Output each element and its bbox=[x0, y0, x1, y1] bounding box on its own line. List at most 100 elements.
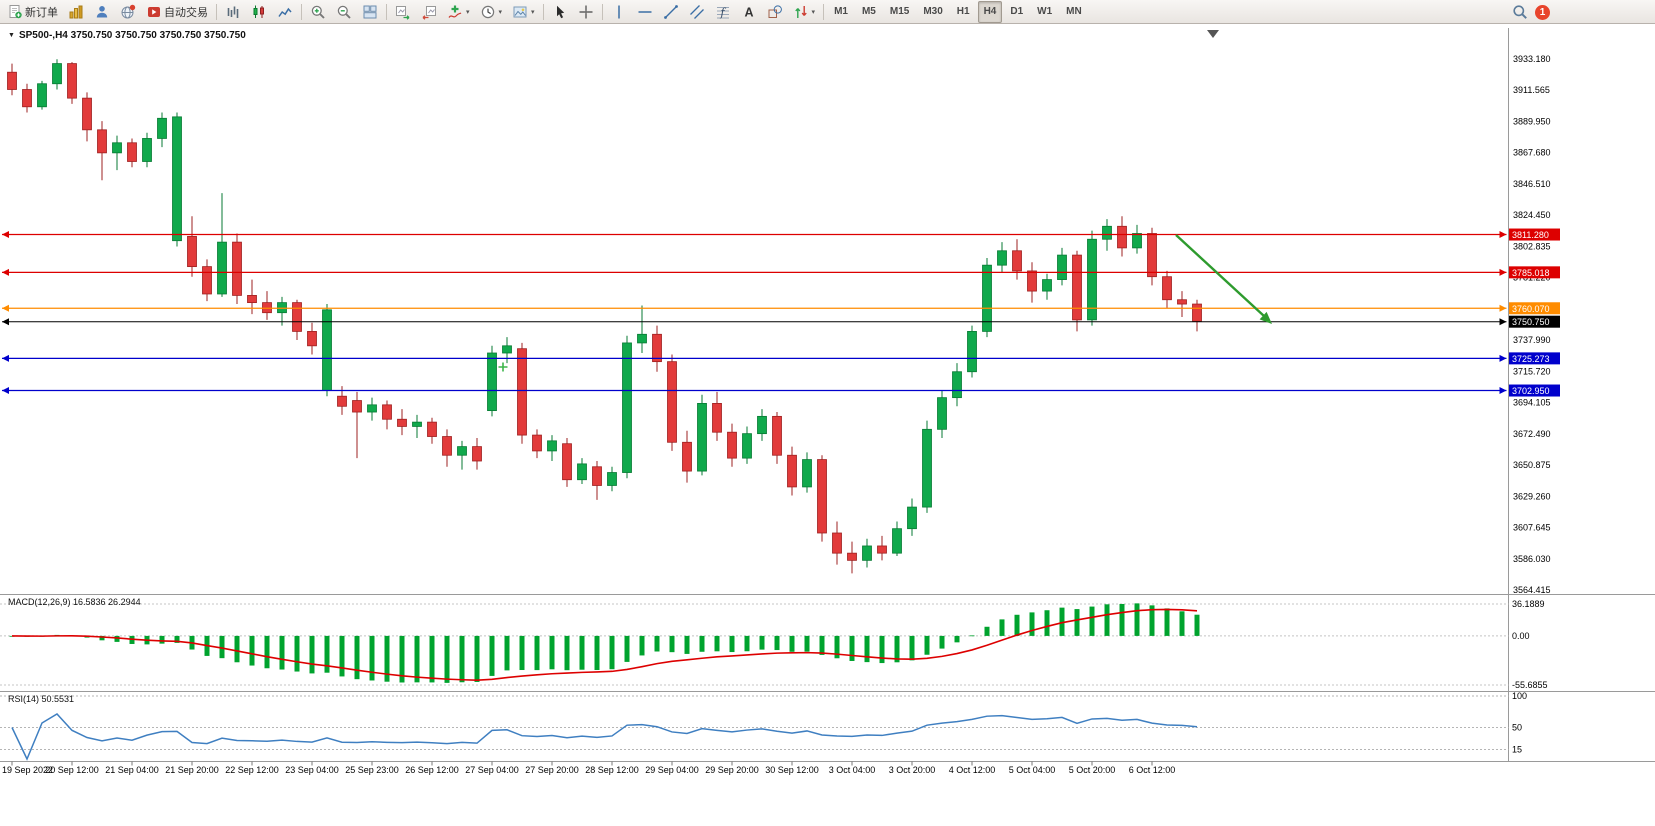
auto-scroll-button[interactable] bbox=[391, 1, 415, 23]
toolbar: 新订单 自动交易 ▾ ▾ ▾ f A ▾ M1 M5 M15 M30 H1 H4 D1 W1 MN bbox=[0, 0, 1655, 24]
time-label: 30 Sep 12:00 bbox=[765, 765, 819, 775]
candle bbox=[112, 142, 122, 154]
bar-chart-button[interactable] bbox=[221, 1, 245, 23]
chevron-down-icon: ▾ bbox=[466, 8, 470, 16]
notification-badge[interactable]: 1 bbox=[1535, 4, 1550, 20]
candle-chart-button[interactable] bbox=[247, 1, 271, 23]
candle bbox=[412, 421, 422, 427]
time-label: 19 Sep 2022 bbox=[2, 765, 53, 775]
cursor-icon bbox=[552, 4, 568, 20]
tiles-icon bbox=[362, 4, 378, 20]
price-tag-label: 3750.750 bbox=[1512, 317, 1550, 327]
arrows-button[interactable]: ▾ bbox=[789, 1, 820, 23]
vline-icon bbox=[611, 4, 627, 20]
zoom-out-button[interactable] bbox=[332, 1, 356, 23]
hline-3702.950[interactable]: 3702.950 bbox=[2, 384, 1560, 397]
channel-icon bbox=[689, 4, 705, 20]
timeframe-h1[interactable]: H1 bbox=[951, 1, 976, 23]
hline-3785.018[interactable]: 3785.018 bbox=[2, 266, 1560, 279]
periods-button[interactable]: ▾ bbox=[476, 1, 507, 23]
text-tool-button[interactable]: A bbox=[737, 1, 761, 23]
timeframe-m5[interactable]: M5 bbox=[856, 1, 882, 23]
candle bbox=[397, 418, 407, 427]
candle bbox=[727, 431, 737, 459]
tile-windows-button[interactable] bbox=[358, 1, 382, 23]
line-right-arrow-icon bbox=[1499, 231, 1507, 239]
hline-button[interactable] bbox=[633, 1, 657, 23]
chart-shift-marker[interactable] bbox=[1207, 30, 1219, 38]
svg-text:3586.030: 3586.030 bbox=[1513, 554, 1551, 564]
chevron-down-icon: ▾ bbox=[498, 8, 503, 16]
candle bbox=[517, 348, 527, 436]
line-right-arrow-icon bbox=[1499, 318, 1507, 326]
time-label: 25 Sep 23:00 bbox=[345, 765, 399, 775]
timeframe-w1[interactable]: W1 bbox=[1031, 1, 1058, 23]
rsi-axis: 100 50 15 bbox=[1512, 691, 1527, 755]
timeframe-mn[interactable]: MN bbox=[1060, 1, 1088, 23]
time-label: 5 Oct 04:00 bbox=[1009, 765, 1056, 775]
trend-arrow[interactable] bbox=[1175, 234, 1272, 324]
candle bbox=[382, 404, 392, 420]
price-tag bbox=[1509, 384, 1560, 397]
candle bbox=[22, 89, 32, 108]
profile-button[interactable] bbox=[90, 1, 114, 23]
price-tag-label: 3785.018 bbox=[1512, 268, 1550, 278]
macd-axis: 36.1889 0.00 -55.6855 bbox=[1512, 599, 1548, 690]
chevron-down-icon: ▾ bbox=[531, 8, 535, 16]
fibo-icon: f bbox=[715, 4, 731, 20]
doc-plus-icon bbox=[7, 4, 23, 20]
timeframe-m30[interactable]: M30 bbox=[917, 1, 948, 23]
charts-button[interactable] bbox=[64, 1, 88, 23]
zoom-in-icon bbox=[310, 4, 326, 20]
autotrading-button[interactable]: 自动交易 bbox=[142, 1, 212, 23]
time-label: 23 Sep 04:00 bbox=[285, 765, 339, 775]
line-chart-button[interactable] bbox=[273, 1, 297, 23]
candle bbox=[37, 83, 47, 108]
svg-text:A: A bbox=[744, 5, 753, 19]
macd-histogram bbox=[9, 603, 1200, 683]
hline-3811.280[interactable]: 3811.280 bbox=[2, 228, 1560, 241]
community-button[interactable] bbox=[116, 1, 140, 23]
channel-button[interactable] bbox=[685, 1, 709, 23]
candle bbox=[52, 63, 62, 85]
time-label: 21 Sep 20:00 bbox=[165, 765, 219, 775]
toolbar-separator bbox=[216, 3, 217, 20]
cursor-button[interactable] bbox=[548, 1, 572, 23]
indicators-button[interactable]: ▾ bbox=[443, 1, 474, 23]
line-left-arrow-icon bbox=[2, 354, 9, 362]
trendline-button[interactable] bbox=[659, 1, 683, 23]
candle bbox=[697, 403, 707, 472]
new-order-button[interactable]: 新订单 bbox=[3, 1, 62, 23]
button-label: D1 bbox=[1010, 6, 1024, 17]
timeframe-m15[interactable]: M15 bbox=[884, 1, 915, 23]
plus-marker-icon bbox=[498, 362, 508, 372]
templates-button[interactable]: ▾ bbox=[508, 1, 539, 23]
candle bbox=[667, 361, 677, 443]
svg-text:3737.990: 3737.990 bbox=[1513, 335, 1551, 345]
hline-icon bbox=[637, 4, 653, 20]
svg-text:3911.565: 3911.565 bbox=[1513, 85, 1550, 95]
price-tag bbox=[1509, 302, 1560, 315]
search-icon[interactable] bbox=[1512, 4, 1528, 20]
candle bbox=[1072, 254, 1082, 321]
autoscroll-icon bbox=[395, 4, 411, 20]
fibonacci-button[interactable]: f bbox=[711, 1, 735, 23]
crosshair-button[interactable] bbox=[574, 1, 598, 23]
current-price-3750.750[interactable]: 3750.750 bbox=[2, 315, 1560, 328]
zoom-in-button[interactable] bbox=[306, 1, 330, 23]
chart-dropdown-icon[interactable]: ▼ bbox=[8, 32, 15, 39]
timeframe-h4[interactable]: H4 bbox=[977, 0, 1003, 23]
timeframe-m1[interactable]: M1 bbox=[828, 1, 854, 23]
candle bbox=[1012, 250, 1022, 272]
line-left-arrow-icon bbox=[2, 387, 9, 395]
candle bbox=[457, 446, 467, 456]
candle bbox=[802, 459, 812, 488]
timeframe-d1[interactable]: D1 bbox=[1004, 1, 1029, 23]
vline-button[interactable] bbox=[607, 1, 631, 23]
chart-shift-button[interactable] bbox=[417, 1, 441, 23]
hline-3725.273[interactable]: 3725.273 bbox=[2, 352, 1560, 365]
candle bbox=[1162, 276, 1172, 301]
shapes-button[interactable] bbox=[763, 1, 787, 23]
